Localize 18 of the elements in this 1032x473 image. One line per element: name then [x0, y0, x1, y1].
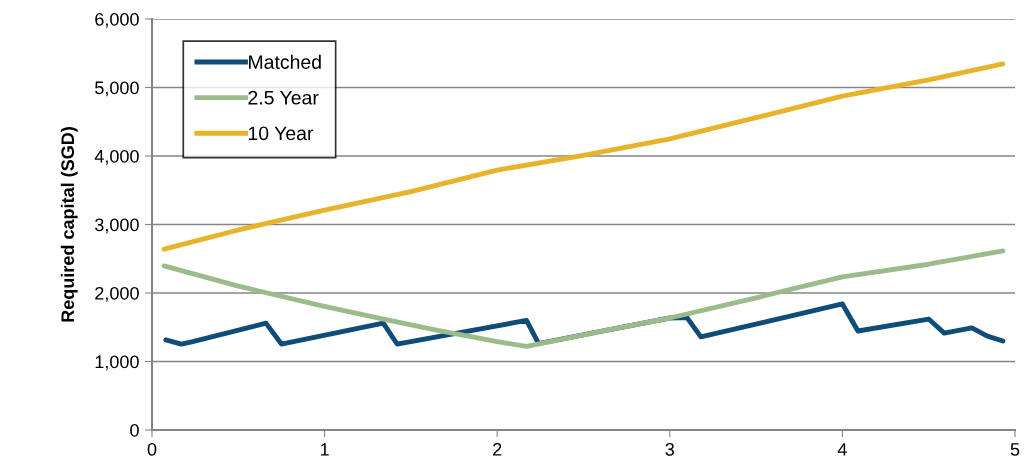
y-tick-label: 6,000	[95, 12, 139, 28]
x-tick-label: 4	[837, 443, 847, 456]
x-tick-label: 3	[665, 442, 675, 456]
x-tick-label: 0	[147, 442, 157, 456]
y-tick-label: 2,000	[95, 286, 139, 302]
line-series	[161, 248, 1006, 349]
legend-label: 2.5 Year	[248, 90, 319, 105]
y-tick-label: 3,000	[95, 218, 139, 234]
x-tick-label: 2	[493, 442, 502, 456]
x-tick-label: 5	[1010, 443, 1020, 456]
x-tick-label: 1	[320, 443, 329, 456]
legend-label: Matched	[249, 54, 321, 69]
y-axis-title: Required capital (SGD)	[60, 127, 78, 322]
y-tick-label: 5,000	[95, 81, 139, 97]
legend-label: 10 Year	[248, 126, 314, 141]
y-tick-label: 0	[130, 423, 139, 437]
y-tick-label: 4,000	[94, 149, 139, 165]
y-tick-label: 1,000	[95, 355, 139, 371]
